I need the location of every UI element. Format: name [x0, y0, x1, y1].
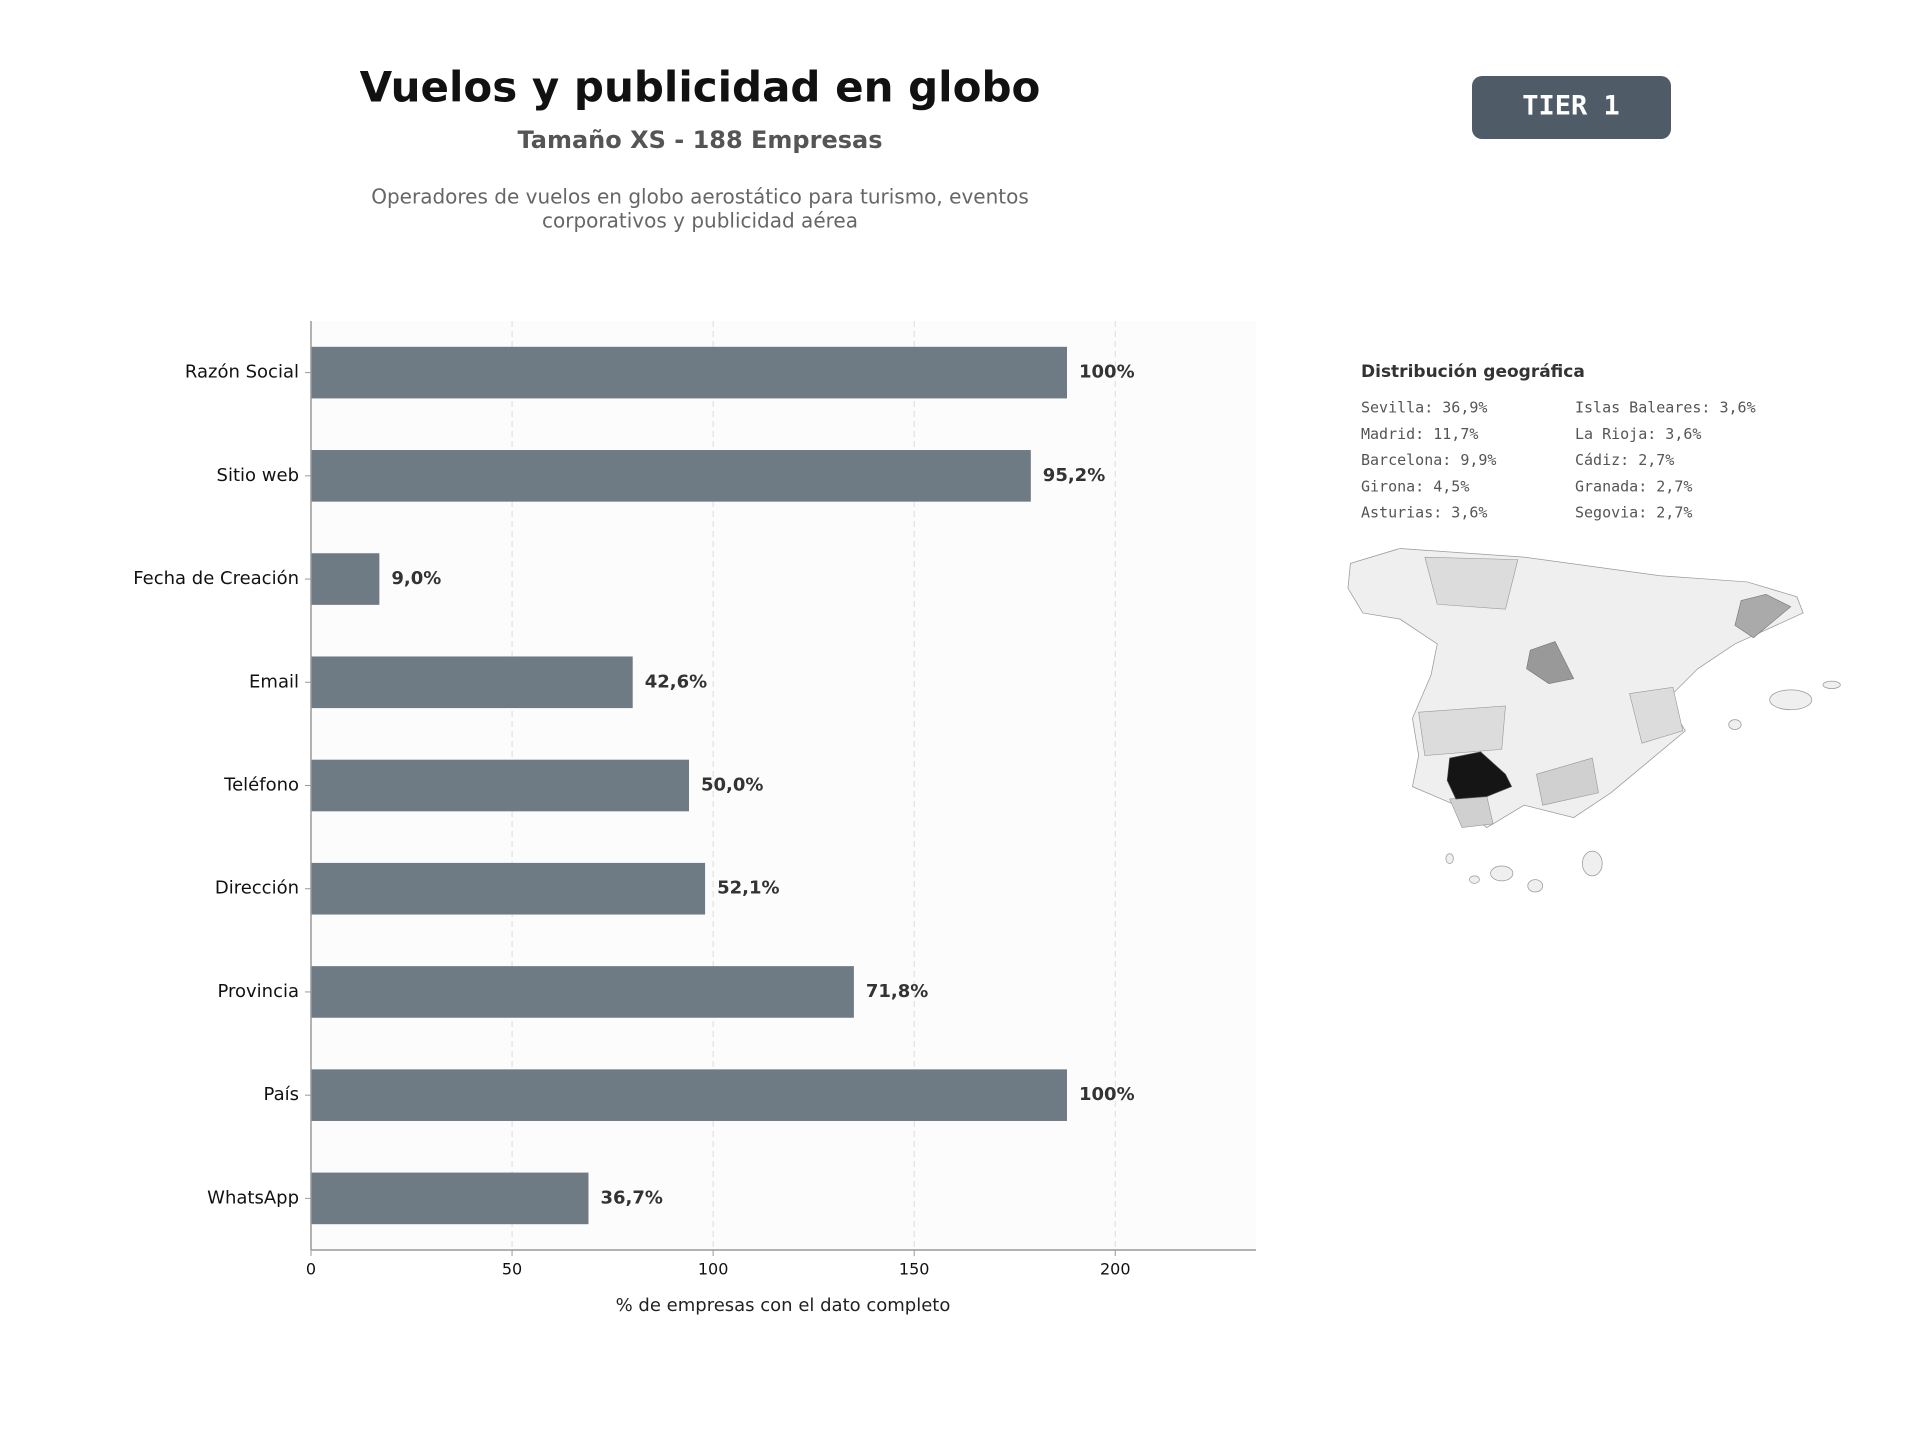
- region: [1424, 556, 1519, 610]
- y-tick-label: Fecha de Creación: [133, 568, 299, 589]
- description: Operadores de vuelos en globo aerostátic…: [371, 185, 1029, 209]
- badge-text: TIER 1: [1522, 91, 1620, 122]
- region: [1446, 751, 1513, 800]
- y-tick-label: Sitio web: [217, 465, 299, 486]
- geo-item: Barcelona: 9,9%: [1361, 451, 1496, 469]
- island: [1769, 689, 1813, 711]
- map: [1347, 548, 1841, 893]
- region: [1536, 757, 1599, 806]
- geo-item: Girona: 4,5%: [1361, 477, 1469, 495]
- value-label: 50,0%: [701, 775, 763, 796]
- value-label: 36,7%: [600, 1187, 662, 1208]
- island: [1527, 879, 1544, 893]
- value-label: 100%: [1079, 1084, 1135, 1105]
- value-label: 95,2%: [1043, 465, 1105, 486]
- region: [1449, 796, 1494, 828]
- chart-title: Vuelos y publicidad en globo: [360, 63, 1041, 112]
- geo-item: Madrid: 11,7%: [1361, 425, 1478, 443]
- geo-title: Distribución geográfica: [1361, 362, 1585, 382]
- value-label: 52,1%: [717, 878, 779, 899]
- badge: [1472, 76, 1671, 139]
- geo-list: Sevilla: 36,9% Madrid: 11,7% Barcelona: 9,…: [1361, 399, 1756, 522]
- bars: [311, 346, 1067, 1225]
- geo-item: Cádiz: 2,7%: [1575, 451, 1674, 469]
- geo-item: La Rioja: 3,6%: [1575, 425, 1701, 443]
- island: [1822, 680, 1841, 689]
- value-label: 71,8%: [866, 981, 928, 1002]
- island: [1469, 875, 1480, 884]
- geo-item: Granada: 2,7%: [1575, 477, 1692, 495]
- geo-item: Segovia: 2,7%: [1575, 504, 1692, 522]
- y-tick-label: Teléfono: [223, 775, 299, 796]
- bar: [311, 553, 380, 605]
- bar: [311, 759, 689, 812]
- region: [1734, 594, 1792, 639]
- bar: [311, 1069, 1067, 1121]
- geo-item: Asturias: 3,6%: [1361, 504, 1487, 522]
- value-label: 42,6%: [645, 671, 707, 692]
- y-tick-label: País: [264, 1084, 299, 1105]
- bar: [311, 450, 1031, 502]
- value-label: 100%: [1079, 362, 1135, 383]
- x-tick-label: 200: [1100, 1260, 1131, 1279]
- chart-subtitle: Tamaño XS - 188 Empresas: [518, 126, 883, 154]
- bar: [311, 346, 1067, 399]
- geo-item: Islas Baleares: 3,6%: [1575, 399, 1756, 417]
- bar: [311, 1172, 589, 1225]
- bar: [311, 656, 633, 709]
- bar: [311, 862, 706, 915]
- region: [1629, 687, 1684, 744]
- description: corporativos y publicidad aérea: [542, 209, 858, 233]
- y-tick-label: Razón Social: [185, 362, 299, 383]
- y-tick-label: Dirección: [215, 878, 299, 899]
- y-tick-label: WhatsApp: [207, 1187, 299, 1208]
- island: [1728, 719, 1742, 730]
- island: [1581, 850, 1603, 877]
- x-axis-label: % de empresas con el dato completo: [616, 1295, 951, 1316]
- island: [1490, 865, 1514, 882]
- x-tick-label: 100: [698, 1260, 729, 1279]
- x-tick-label: 50: [502, 1260, 522, 1279]
- region: [1526, 641, 1575, 684]
- region: [1418, 705, 1506, 756]
- bar: [311, 966, 854, 1018]
- island: [1445, 853, 1454, 864]
- value-label: 9,0%: [391, 568, 441, 589]
- x-tick-label: 0: [306, 1260, 316, 1279]
- y-tick-label: Provincia: [217, 981, 299, 1002]
- geo-item: Sevilla: 36,9%: [1361, 399, 1487, 417]
- y-tick-label: Email: [249, 671, 299, 692]
- x-tick-label: 150: [899, 1260, 930, 1279]
